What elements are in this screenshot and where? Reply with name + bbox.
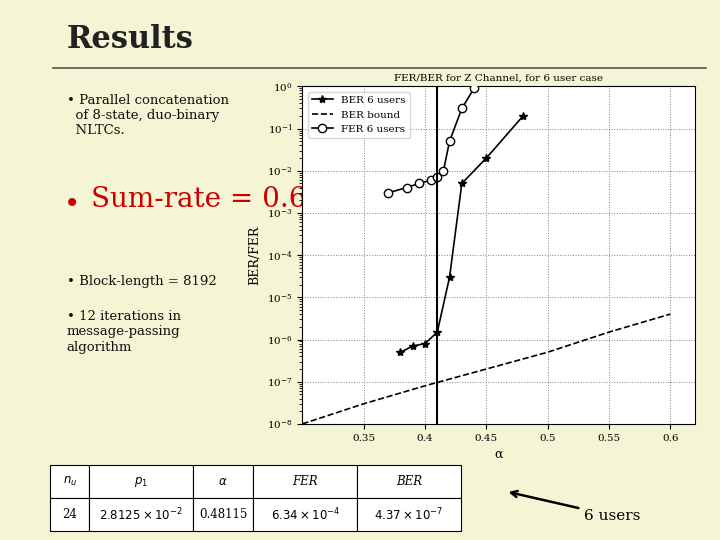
BER 6 users <box>396 349 405 355</box>
BER 6 users <box>408 343 417 349</box>
Y-axis label: BER/FER: BER/FER <box>248 226 261 285</box>
FER 6 users <box>469 85 478 92</box>
Text: • Block-length = 8192: • Block-length = 8192 <box>67 275 217 288</box>
FER 6 users <box>384 190 392 196</box>
BER 6 users <box>457 180 466 187</box>
Text: 6 users: 6 users <box>511 491 640 523</box>
BER 6 users <box>433 329 441 335</box>
Text: Sum-rate = 0.6: Sum-rate = 0.6 <box>91 186 306 213</box>
FER 6 users <box>402 184 411 191</box>
Title: FER/BER for Z Channel, for 6 user case: FER/BER for Z Channel, for 6 user case <box>394 74 603 83</box>
Line: FER 6 users: FER 6 users <box>384 84 478 197</box>
Line: BER bound: BER bound <box>302 314 670 424</box>
BER 6 users <box>482 155 490 161</box>
BER 6 users <box>420 340 429 347</box>
Text: Results: Results <box>67 24 194 55</box>
FER 6 users <box>457 105 466 112</box>
BER bound <box>359 401 368 407</box>
BER bound <box>666 311 675 318</box>
Text: •: • <box>63 192 80 219</box>
FER 6 users <box>427 177 436 184</box>
Text: • Parallel concatenation
  of 8-state, duo-binary
  NLTCs.: • Parallel concatenation of 8-state, duo… <box>67 94 229 138</box>
BER bound <box>298 421 307 427</box>
BER bound <box>605 329 613 335</box>
BER bound <box>544 349 552 355</box>
FER 6 users <box>433 174 441 180</box>
Legend: BER 6 users, BER bound, FER 6 users: BER 6 users, BER bound, FER 6 users <box>307 92 410 138</box>
BER bound <box>482 366 490 372</box>
BER bound <box>420 382 429 389</box>
FER 6 users <box>439 167 448 174</box>
X-axis label: α: α <box>495 448 503 461</box>
FER 6 users <box>445 138 454 145</box>
BER 6 users <box>445 274 454 280</box>
Text: • 12 iterations in
message-passing
algorithm: • 12 iterations in message-passing algor… <box>67 310 181 354</box>
Line: BER 6 users: BER 6 users <box>396 112 527 356</box>
FER 6 users <box>415 180 423 187</box>
BER 6 users <box>519 113 528 119</box>
